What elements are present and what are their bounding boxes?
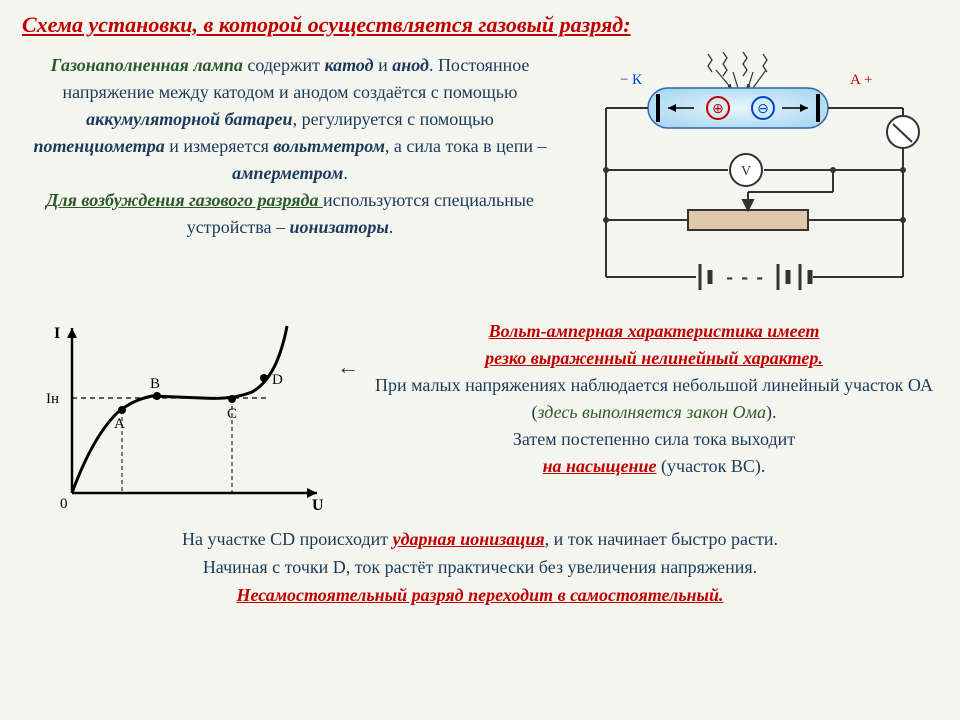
vac-text: Вольт-амперная характеристика имеет резк… xyxy=(370,318,938,518)
sat-label: Iн xyxy=(46,391,59,407)
axis-y-label: I xyxy=(54,325,60,342)
bottom-l2: Начиная с точки D, ток растёт практическ… xyxy=(203,557,757,577)
txt: (участок ВС). xyxy=(657,456,766,476)
arrow-left-icon: ← xyxy=(337,354,359,380)
txt: . xyxy=(389,217,394,237)
term-potentiometer: потенциометра xyxy=(34,136,165,156)
intro-text: Газонаполненная лампа содержит катод и а… xyxy=(22,52,558,312)
voltmeter-label: V xyxy=(741,164,751,179)
term-anode: анод xyxy=(392,55,429,75)
txt: ). xyxy=(766,402,777,422)
term-ionizers: ионизаторы xyxy=(290,217,389,237)
ionizer-waves-icon xyxy=(708,52,767,88)
txt: содержит xyxy=(243,55,325,75)
term-lamp: Газонаполненная лампа xyxy=(51,55,243,75)
cathode-label: К xyxy=(632,72,643,88)
term-cathode: катод xyxy=(324,55,373,75)
self-discharge: Несамостоятельный разряд переходит в сам… xyxy=(236,585,723,605)
circuit-wires xyxy=(606,108,919,277)
txt: и измеряется xyxy=(165,136,274,156)
axis-x-label: U xyxy=(312,497,324,514)
vac-l1: При малых напряжениях наблюдается неболь… xyxy=(375,375,933,395)
txt: , регулируется с помощью xyxy=(293,109,494,129)
term-voltmeter: вольтметром xyxy=(273,136,385,156)
impact-ionization: ударная ионизация xyxy=(393,529,545,549)
bottom-text: На участке CD происходит ударная ионизац… xyxy=(22,526,938,610)
term-ammeter: амперметром xyxy=(232,163,343,183)
txt: На участке CD происходит xyxy=(182,529,393,549)
ion-minus-icon: ⊖ xyxy=(757,102,769,117)
middle-row: ← I U 0 Iн A B C D xyxy=(22,318,938,518)
page-title: Схема установки, в которой осуществляетс… xyxy=(22,12,938,38)
pt-D: D xyxy=(272,372,283,388)
term-battery: аккумуляторной батареи xyxy=(86,109,292,129)
txt: , а сила тока в цепи – xyxy=(385,136,547,156)
svg-text:-: - xyxy=(757,269,762,286)
ohm-law-note: здесь выполняется закон Ома xyxy=(537,402,766,422)
battery-icon: - - - xyxy=(700,264,810,290)
origin-label: 0 xyxy=(60,496,68,512)
pt-B: B xyxy=(150,376,160,392)
txt: . xyxy=(343,163,348,183)
vac-head2: резко выраженный нелинейный характер. xyxy=(485,348,823,368)
ion-plus-icon: ⊕ xyxy=(712,102,724,117)
iv-graph: ← I U 0 Iн A B C D xyxy=(32,318,352,518)
excitation-phrase: Для возбуждения газового разряда xyxy=(46,190,323,210)
txt: Затем постепенно сила тока выходит xyxy=(513,429,795,449)
upper-row: Газонаполненная лампа содержит катод и а… xyxy=(22,52,938,312)
circuit-diagram: ⊕ ⊖ − К А + xyxy=(568,52,938,312)
saturation-phrase: на насыщение xyxy=(543,456,657,476)
iv-curve xyxy=(72,326,287,493)
anode-sign: + xyxy=(864,72,872,88)
pt-A: A xyxy=(114,416,125,432)
svg-text:-: - xyxy=(742,269,747,286)
cathode-sign: − xyxy=(620,72,628,88)
svg-text:-: - xyxy=(727,269,732,286)
anode-label: А xyxy=(850,72,861,88)
txt: , и ток начинает быстро расти. xyxy=(545,529,778,549)
txt: и xyxy=(374,55,393,75)
vac-head1: Вольт-амперная характеристика имеет xyxy=(489,321,820,341)
